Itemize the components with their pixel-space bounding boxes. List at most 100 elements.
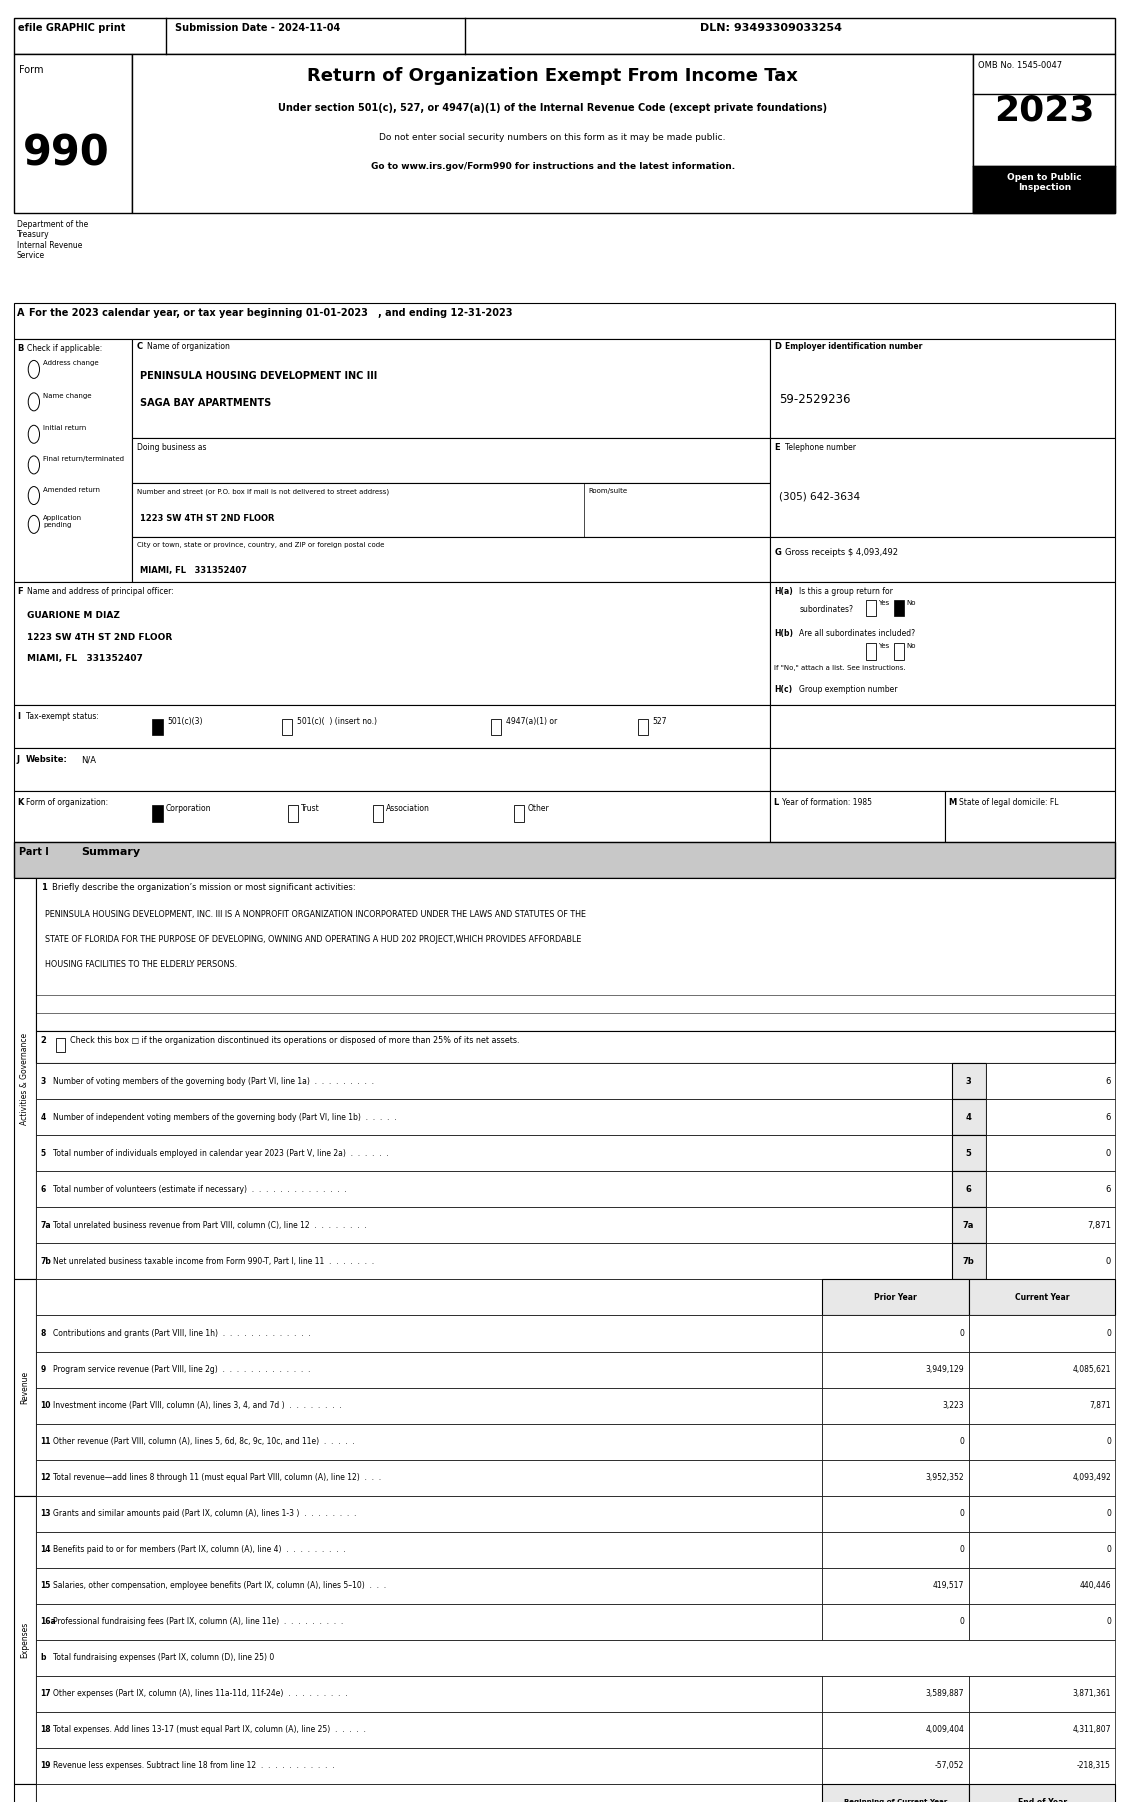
Bar	[36, 1207, 952, 1243]
Bar	[986, 1135, 1115, 1171]
Text: 0: 0	[1106, 1618, 1111, 1625]
Text: -218,315: -218,315	[1077, 1762, 1111, 1770]
Text: HOUSING FACILITIES TO THE ELDERLY PERSONS.: HOUSING FACILITIES TO THE ELDERLY PERSON…	[45, 960, 237, 969]
Text: Total revenue—add lines 8 through 11 (must equal Part VIII, column (A), line 12): Total revenue—add lines 8 through 11 (mu…	[53, 1474, 382, 1481]
Text: 8: 8	[41, 1330, 46, 1337]
Text: H(b): H(b)	[774, 629, 794, 638]
Text: Check if applicable:: Check if applicable:	[27, 344, 103, 353]
Text: 1: 1	[41, 883, 46, 892]
Text: Total number of volunteers (estimate if necessary)  .  .  .  .  .  .  .  .  .  .: Total number of volunteers (estimate if …	[53, 1186, 347, 1193]
Text: 15: 15	[41, 1582, 51, 1589]
Text: 4,085,621: 4,085,621	[1073, 1366, 1111, 1373]
Text: 5: 5	[41, 1150, 46, 1157]
Text: Investment income (Part VIII, column (A), lines 3, 4, and 7d )  .  .  .  .  .  .: Investment income (Part VIII, column (A)…	[53, 1402, 342, 1409]
Text: b: b	[41, 1654, 46, 1661]
Text: Prior Year: Prior Year	[874, 1294, 917, 1301]
Text: 6: 6	[41, 1186, 46, 1193]
Bar	[36, 1315, 822, 1352]
Text: Amended return: Amended return	[43, 487, 99, 492]
Text: Form: Form	[19, 65, 44, 76]
Text: 0: 0	[1105, 1150, 1111, 1157]
Text: Name change: Name change	[43, 393, 91, 398]
Bar	[36, 1388, 822, 1424]
Bar	[945, 791, 1115, 842]
Text: 3: 3	[41, 1078, 46, 1085]
Bar	[288, 805, 298, 822]
Text: Other revenue (Part VIII, column (A), lines 5, 6d, 8c, 9c, 10c, and 11e)  .  .  : Other revenue (Part VIII, column (A), li…	[53, 1438, 355, 1445]
Text: PENINSULA HOUSING DEVELOPMENT INC III: PENINSULA HOUSING DEVELOPMENT INC III	[140, 371, 377, 382]
Text: 3: 3	[965, 1078, 972, 1085]
Text: Current Year: Current Year	[1015, 1294, 1069, 1301]
Bar	[986, 1207, 1115, 1243]
Bar	[152, 805, 163, 822]
Bar	[969, 1388, 1115, 1424]
Bar	[638, 719, 648, 735]
Text: Are all subordinates included?: Are all subordinates included?	[799, 629, 916, 638]
Text: 0: 0	[1106, 1546, 1111, 1553]
Text: 3,871,361: 3,871,361	[1073, 1690, 1111, 1697]
Text: Check this box □ if the organization discontinued its operations or disposed of : Check this box □ if the organization dis…	[70, 1036, 519, 1045]
Text: 59-2529236: 59-2529236	[779, 393, 850, 405]
Text: M: M	[948, 798, 956, 807]
Text: Yes: Yes	[878, 643, 890, 649]
Bar	[770, 582, 1115, 705]
Bar	[866, 643, 876, 660]
Text: DLN: 93493309033254: DLN: 93493309033254	[700, 23, 842, 34]
Text: 10: 10	[41, 1402, 51, 1409]
Bar	[770, 339, 1115, 438]
Text: Salaries, other compensation, employee benefits (Part IX, column (A), lines 5–10: Salaries, other compensation, employee b…	[53, 1582, 386, 1589]
Bar	[14, 878, 36, 1279]
Bar	[36, 1784, 822, 1802]
Text: 0: 0	[960, 1510, 964, 1517]
Bar	[822, 1532, 969, 1568]
Text: Benefits paid to or for members (Part IX, column (A), line 4)  .  .  .  .  .  . : Benefits paid to or for members (Part IX…	[53, 1546, 345, 1553]
Text: Corporation: Corporation	[166, 804, 211, 813]
Bar	[894, 643, 904, 660]
Text: J: J	[17, 755, 20, 764]
Text: 527: 527	[653, 717, 667, 726]
Bar	[282, 719, 292, 735]
Bar	[969, 1568, 1115, 1604]
Text: K: K	[17, 798, 24, 807]
Bar	[952, 1171, 986, 1207]
Text: OMB No. 1545-0047: OMB No. 1545-0047	[978, 61, 1062, 70]
Text: Name of organization: Name of organization	[147, 342, 229, 351]
Text: Address change: Address change	[43, 360, 98, 366]
Text: Professional fundraising fees (Part IX, column (A), line 11e)  .  .  .  .  .  . : Professional fundraising fees (Part IX, …	[53, 1618, 343, 1625]
Text: 4,311,807: 4,311,807	[1073, 1726, 1111, 1734]
Text: 440,446: 440,446	[1079, 1582, 1111, 1589]
Bar	[770, 438, 1115, 537]
Text: End of Year: End of Year	[1017, 1798, 1067, 1802]
Text: No: No	[907, 643, 916, 649]
Bar	[969, 1784, 1115, 1802]
Text: 501(c)(3): 501(c)(3)	[167, 717, 202, 726]
Text: State of legal domicile: FL: State of legal domicile: FL	[959, 798, 1058, 807]
Bar	[14, 339, 132, 582]
Bar	[952, 1099, 986, 1135]
Text: 7,871: 7,871	[1089, 1402, 1111, 1409]
Text: 7b: 7b	[963, 1258, 974, 1265]
Text: B: B	[17, 344, 24, 353]
Bar	[770, 537, 1115, 582]
Bar	[36, 878, 1115, 1031]
Text: Trust: Trust	[301, 804, 321, 813]
Text: Tax-exempt status:: Tax-exempt status:	[26, 712, 99, 721]
Text: 0: 0	[1106, 1330, 1111, 1337]
Text: Is this a group return for: Is this a group return for	[799, 587, 893, 596]
Text: 4: 4	[965, 1114, 972, 1121]
Text: Other: Other	[527, 804, 549, 813]
Text: Number of independent voting members of the governing body (Part VI, line 1b)  .: Number of independent voting members of …	[53, 1114, 396, 1121]
Bar	[36, 1171, 952, 1207]
Text: 3,223: 3,223	[943, 1402, 964, 1409]
Text: 4,093,492: 4,093,492	[1073, 1474, 1111, 1481]
Text: H(c): H(c)	[774, 685, 793, 694]
Text: Revenue less expenses. Subtract line 18 from line 12  .  .  .  .  .  .  .  .  . : Revenue less expenses. Subtract line 18 …	[53, 1762, 334, 1770]
Text: Other expenses (Part IX, column (A), lines 11a-11d, 11f-24e)  .  .  .  .  .  .  : Other expenses (Part IX, column (A), lin…	[53, 1690, 348, 1697]
Bar	[822, 1748, 969, 1784]
Text: Do not enter social security numbers on this form as it may be made public.: Do not enter social security numbers on …	[379, 133, 726, 142]
Bar	[36, 1063, 952, 1099]
Text: Beginning of Current Year: Beginning of Current Year	[843, 1798, 947, 1802]
Bar	[56, 1038, 65, 1052]
Text: Department of the
Treasury
Internal Revenue
Service: Department of the Treasury Internal Reve…	[17, 220, 88, 259]
Text: 3,952,352: 3,952,352	[926, 1474, 964, 1481]
